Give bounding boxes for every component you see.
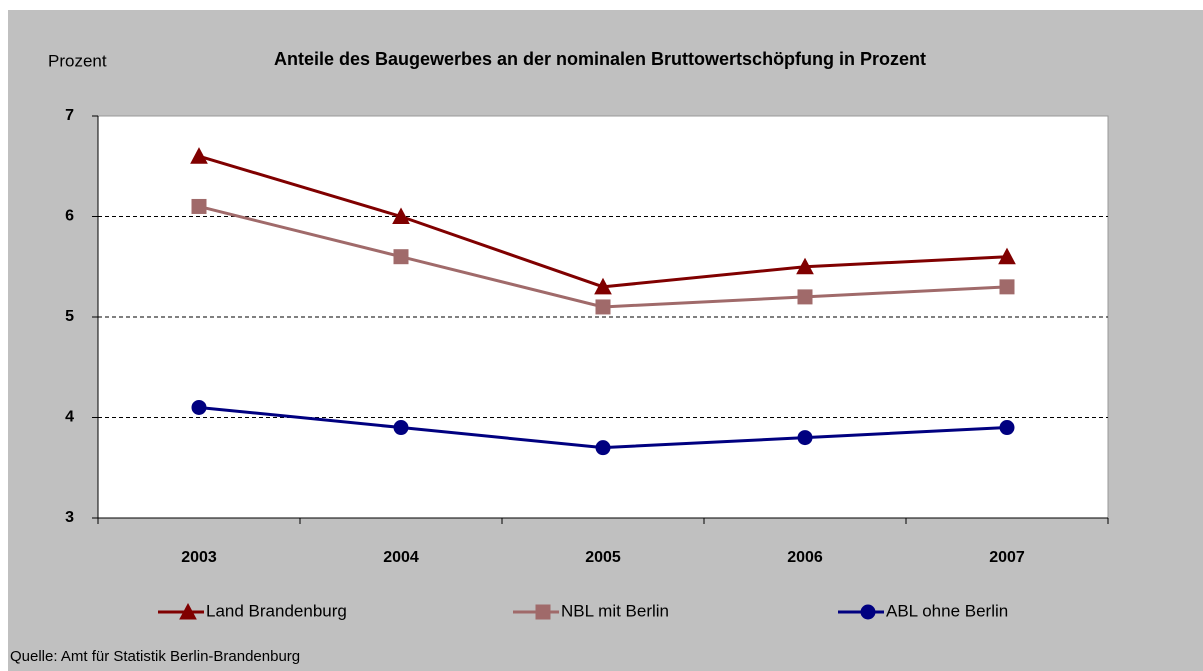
x-tick-label: 2007 (989, 549, 1025, 566)
y-axis-label: Prozent (48, 51, 107, 70)
data-point (797, 289, 813, 305)
y-tick-label: 4 (65, 409, 74, 426)
data-point (191, 198, 207, 214)
data-point (393, 249, 409, 265)
data-point (190, 147, 208, 164)
legend-label: NBL mit Berlin (561, 601, 669, 620)
x-tick-label: 2003 (181, 549, 217, 566)
y-tick-label: 3 (65, 509, 74, 526)
data-point (594, 277, 612, 295)
y-tick-label: 7 (65, 107, 74, 124)
data-point (999, 279, 1015, 295)
source-note: Quelle: Amt für Statistik Berlin-Branden… (10, 648, 300, 665)
data-point (595, 440, 611, 456)
data-point (797, 430, 813, 446)
data-point (393, 420, 409, 436)
legend-label: ABL ohne Berlin (886, 601, 1008, 620)
legend-marker (535, 604, 551, 620)
legend-label: Land Brandenburg (206, 601, 347, 620)
legend-marker (179, 602, 197, 620)
data-point (796, 257, 814, 275)
x-tick-label: 2005 (585, 549, 621, 566)
x-tick-label: 2006 (787, 549, 823, 566)
y-tick-label: 6 (65, 208, 74, 225)
x-tick-label: 2004 (383, 549, 419, 566)
data-point (998, 247, 1016, 265)
data-point (191, 399, 207, 415)
data-point (595, 299, 611, 315)
data-point (999, 420, 1015, 436)
chart-title: Anteile des Baugewerbes an der nominalen… (274, 49, 926, 69)
legend-marker (860, 604, 876, 620)
y-tick-label: 5 (65, 308, 74, 325)
data-point (392, 207, 410, 224)
